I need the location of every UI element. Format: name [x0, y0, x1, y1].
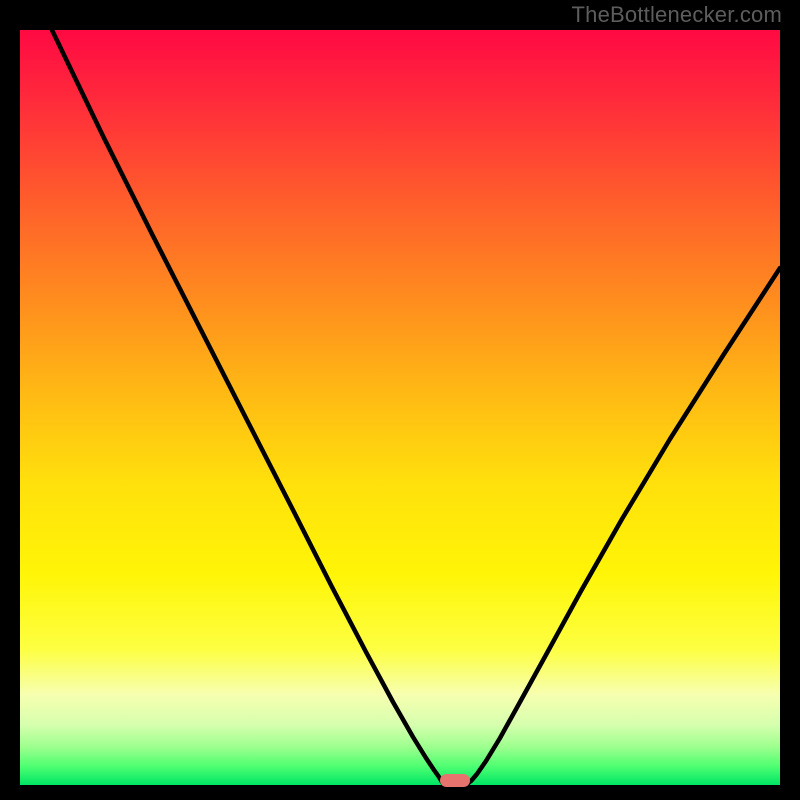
- optimum-marker: [440, 774, 470, 787]
- watermark-label: TheBottlenecker.com: [572, 2, 782, 28]
- bottleneck-curve: [0, 0, 800, 800]
- chart-frame: TheBottlenecker.com: [0, 0, 800, 800]
